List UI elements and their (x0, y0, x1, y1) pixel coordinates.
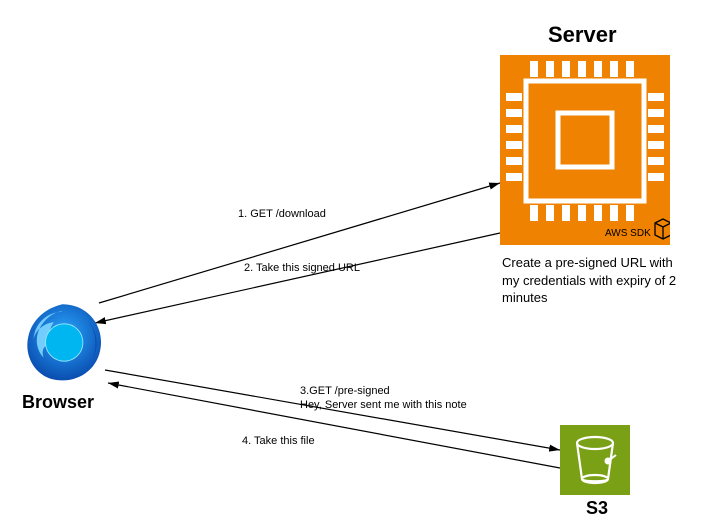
server-title: Server (548, 22, 617, 48)
arrow-2 (95, 233, 500, 323)
server-description: Create a pre-signed URL with my credenti… (502, 254, 682, 307)
bucket-icon (572, 435, 618, 485)
step-1-label: 1. GET /download (238, 208, 326, 220)
aws-sdk-cube-icon (655, 219, 670, 239)
step-3a-label: 3.GET /pre-signed (300, 385, 390, 397)
chip-icon (500, 55, 670, 245)
server-block (500, 55, 670, 245)
step-3b-label: Hey, Server sent me with this note (300, 399, 467, 411)
s3-block (560, 425, 630, 495)
step-4-label: 4. Take this file (242, 435, 315, 447)
browser-icon (20, 300, 105, 385)
aws-sdk-label: AWS SDK (605, 228, 651, 239)
s3-title: S3 (586, 498, 608, 518)
browser-title: Browser (22, 392, 94, 413)
arrow-1 (99, 183, 500, 303)
step-2-label: 2. Take this signed URL (244, 262, 360, 274)
